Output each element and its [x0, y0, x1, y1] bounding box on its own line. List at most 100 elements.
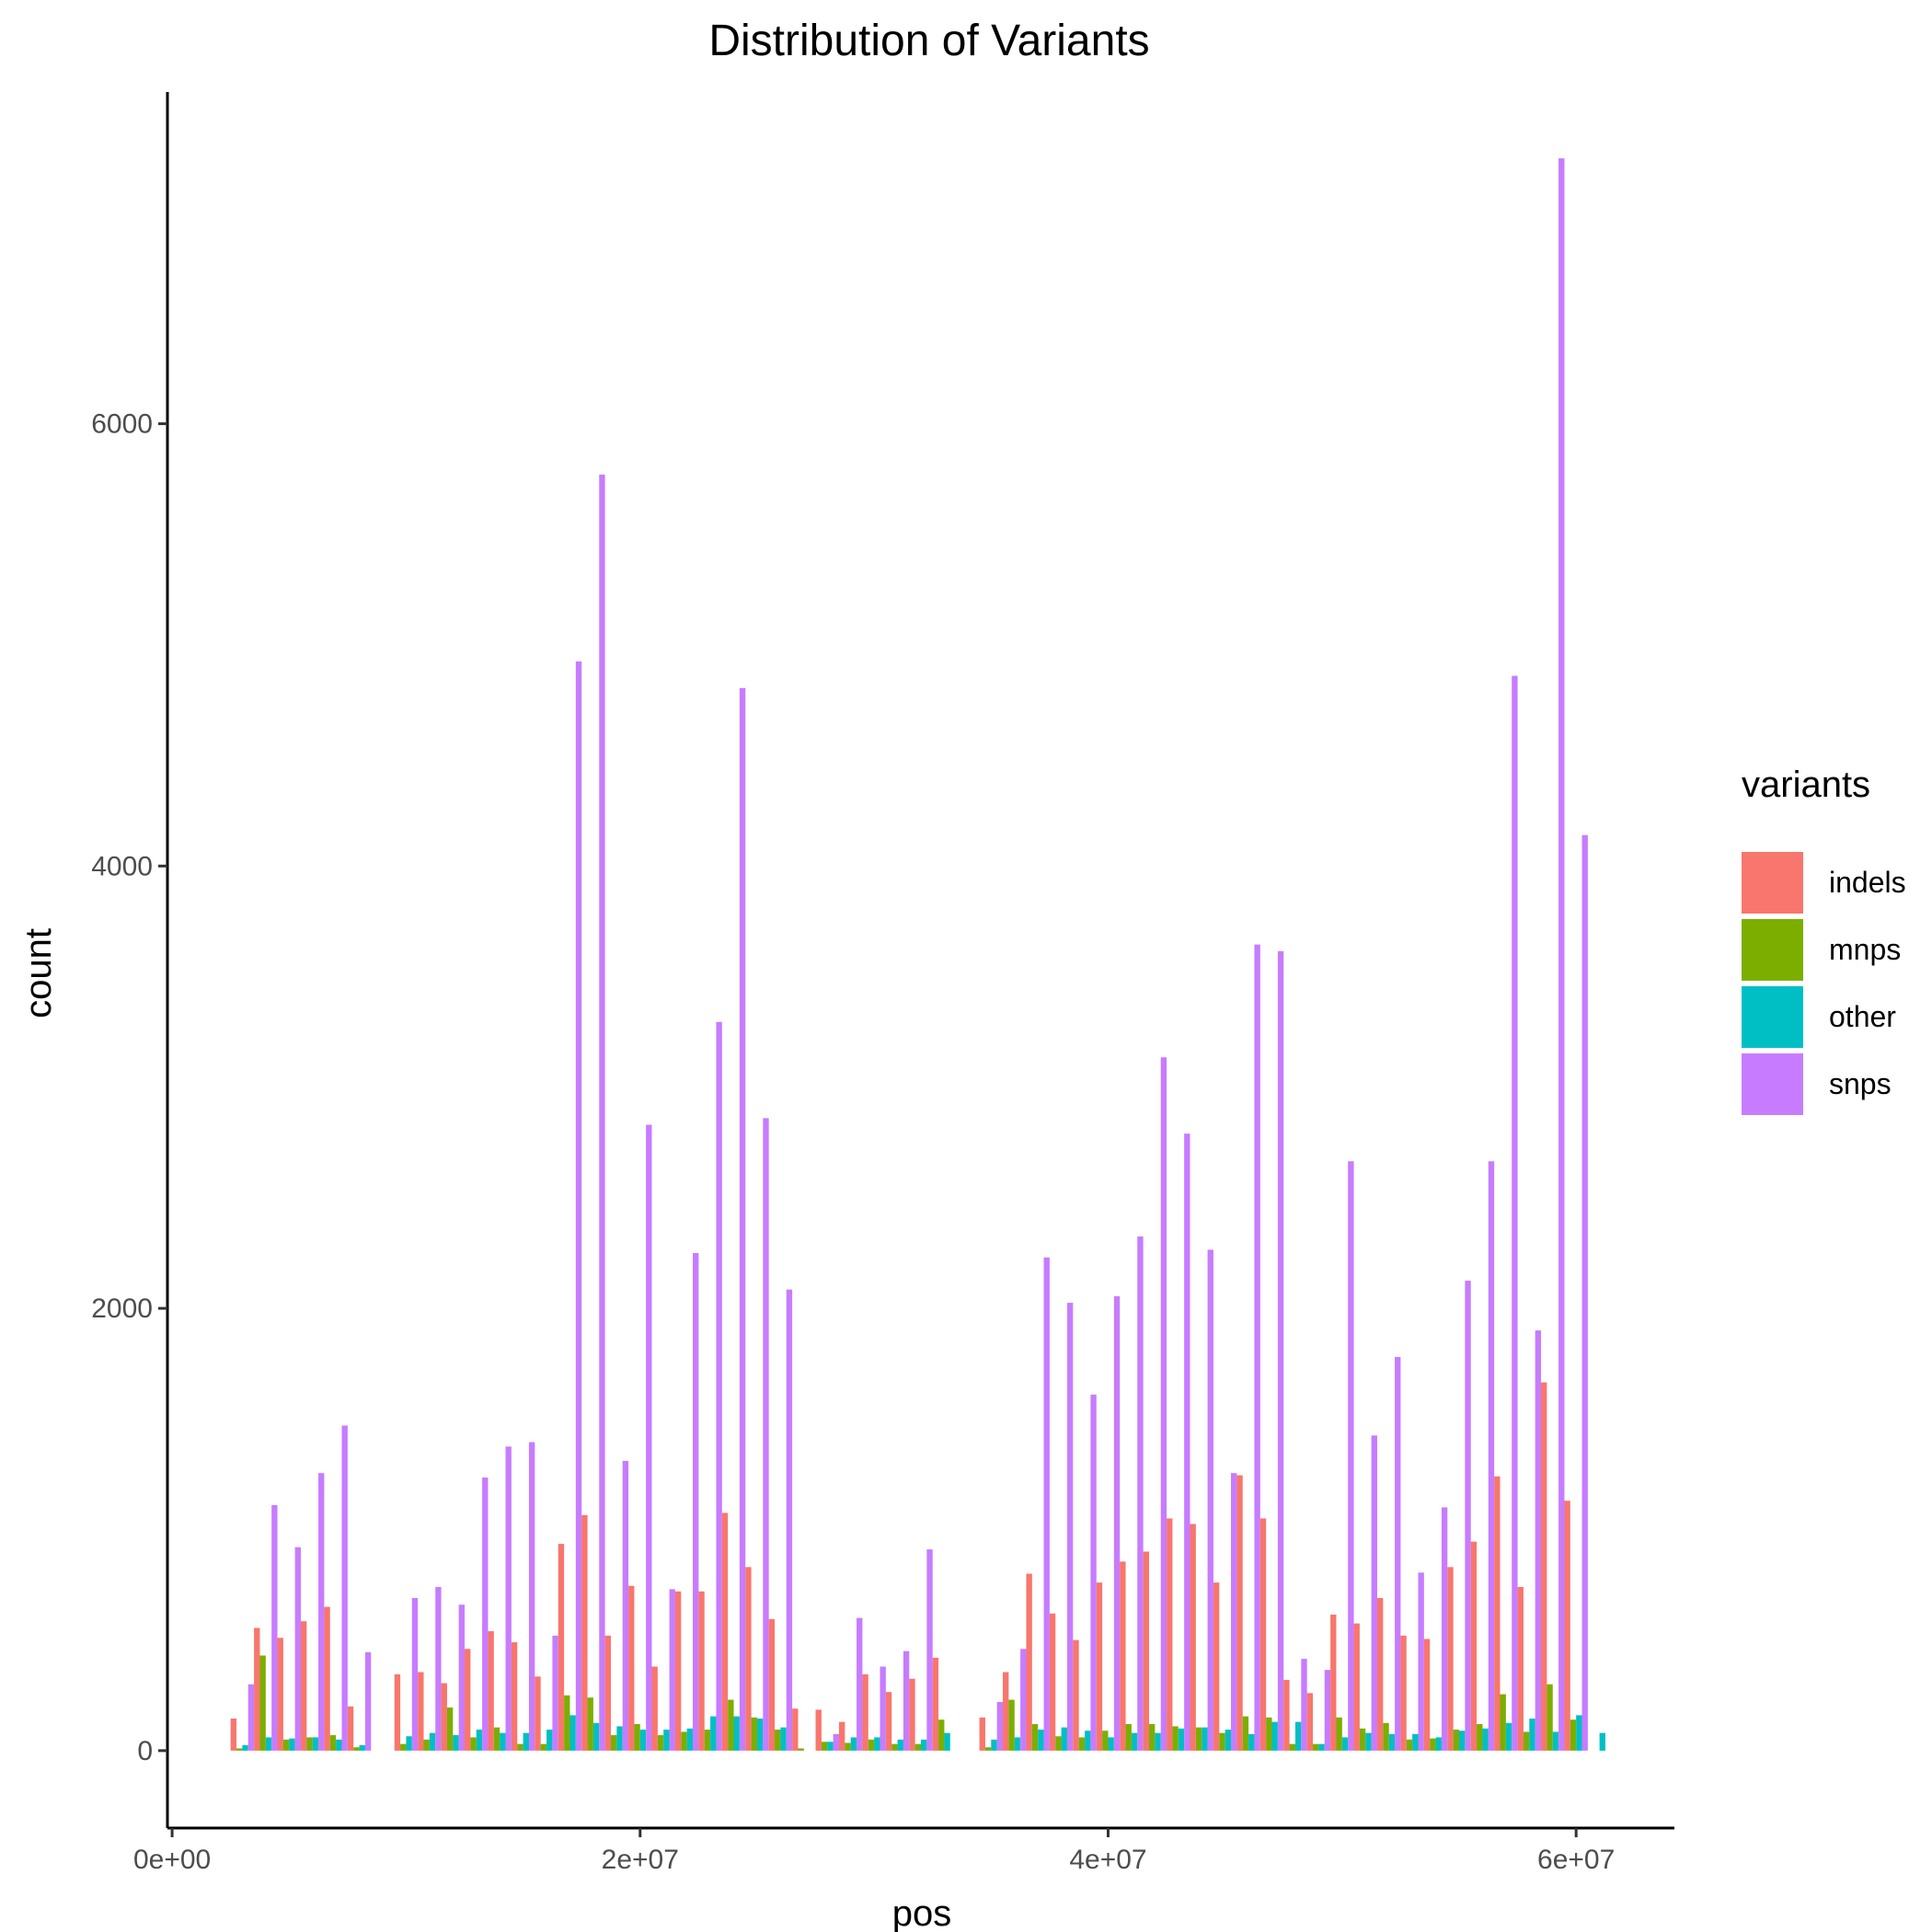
- bar-indels: [698, 1591, 705, 1751]
- bar-snps: [341, 1425, 348, 1751]
- bar-indels: [1167, 1518, 1173, 1751]
- bar-mnps: [1289, 1743, 1295, 1751]
- legend-title: variants: [1742, 765, 1870, 805]
- bar-other: [1271, 1721, 1278, 1751]
- bar-other: [1341, 1737, 1349, 1751]
- bar-mnps: [353, 1747, 360, 1751]
- bar-snps: [1418, 1572, 1424, 1751]
- y-tick-label: 6000: [91, 409, 153, 440]
- bar-snps: [505, 1446, 512, 1751]
- bar-snps: [1558, 158, 1565, 1751]
- bar-mnps: [1219, 1732, 1225, 1751]
- bar-indels: [1353, 1623, 1360, 1751]
- bar-snps: [1090, 1394, 1097, 1751]
- bar-other: [1318, 1743, 1325, 1751]
- bar-snps: [1395, 1356, 1401, 1751]
- bar-other: [710, 1716, 717, 1751]
- bar-other: [639, 1730, 647, 1751]
- bar-snps: [1113, 1295, 1121, 1751]
- legend-label-snps: snps: [1829, 1067, 1892, 1100]
- bar-indels: [1073, 1639, 1079, 1751]
- bar-snps: [528, 1442, 535, 1751]
- bar-snps: [1535, 1330, 1542, 1751]
- bar-snps: [575, 661, 582, 1751]
- bar-indels: [792, 1708, 799, 1751]
- legend-label-other: other: [1829, 1000, 1896, 1033]
- bar-mnps: [984, 1747, 992, 1751]
- bar-indels: [1423, 1639, 1431, 1751]
- bar-mnps: [282, 1739, 290, 1751]
- bar-snps: [271, 1505, 278, 1751]
- bar-mnps: [821, 1742, 828, 1751]
- bar-mnps: [1336, 1717, 1342, 1751]
- y-axis-ticks: 0 2000 4000 6000: [91, 409, 167, 1766]
- bar-mnps: [1055, 1736, 1062, 1751]
- bar-other: [1505, 1722, 1512, 1751]
- bar-snps: [552, 1635, 558, 1751]
- bar-mnps: [914, 1743, 921, 1751]
- bar-indels: [979, 1717, 985, 1751]
- bar-other: [569, 1715, 576, 1751]
- bar-snps: [926, 1549, 933, 1751]
- bar-snps: [1254, 944, 1260, 1751]
- bar-snps: [1184, 1133, 1190, 1751]
- y-axis-title: count: [18, 928, 59, 1018]
- bar-indels: [1283, 1679, 1290, 1751]
- legend-key-other: [1742, 986, 1803, 1048]
- bar-other: [500, 1732, 506, 1751]
- bar-mnps: [1406, 1739, 1413, 1751]
- bar-other: [686, 1728, 694, 1751]
- bar-mnps: [493, 1727, 500, 1751]
- bar-other: [429, 1732, 436, 1751]
- bar-indels: [604, 1635, 611, 1751]
- bar-snps: [1371, 1435, 1377, 1751]
- bar-indels: [1494, 1476, 1501, 1751]
- bar-other: [663, 1730, 670, 1751]
- bar-snps: [716, 1021, 722, 1751]
- bar-other: [991, 1739, 997, 1751]
- bar-mnps: [540, 1743, 547, 1751]
- bar-indels: [394, 1673, 401, 1751]
- legend-items: indels mnps other snps: [1742, 852, 1906, 1115]
- bar-snps: [1488, 1161, 1495, 1751]
- bar-indels: [511, 1642, 518, 1751]
- bar-indels: [1259, 1518, 1267, 1751]
- bar-snps: [739, 687, 746, 1751]
- bar-indels: [581, 1514, 588, 1751]
- bar-other: [1061, 1727, 1067, 1751]
- bar-snps: [1324, 1670, 1331, 1751]
- bar-snps: [1066, 1303, 1074, 1751]
- bar-mnps: [728, 1699, 734, 1751]
- bar-indels: [300, 1621, 307, 1751]
- bar-indels: [1213, 1582, 1220, 1751]
- bar-indels: [1400, 1635, 1407, 1751]
- bar-other: [359, 1744, 365, 1751]
- bar-indels: [1190, 1524, 1196, 1751]
- bar-other: [1365, 1732, 1372, 1751]
- bar-snps: [1441, 1507, 1448, 1751]
- bar-mnps: [1148, 1724, 1156, 1751]
- bar-snps: [458, 1604, 466, 1751]
- x-axis-ticks: 0e+00 2e+07 4e+07 6e+07: [133, 1828, 1615, 1875]
- bar-indels: [745, 1567, 752, 1751]
- bar-mnps: [1242, 1716, 1249, 1751]
- bar-snps: [1465, 1281, 1471, 1751]
- bar-mnps: [1453, 1730, 1459, 1751]
- bar-snps: [435, 1586, 442, 1751]
- bar-other: [1038, 1730, 1044, 1751]
- bar-snps: [693, 1253, 699, 1751]
- bar-other: [1085, 1731, 1091, 1751]
- bar-indels: [1236, 1475, 1243, 1751]
- bar-indels: [932, 1657, 939, 1751]
- bar-mnps: [1078, 1737, 1086, 1751]
- bar-indels: [909, 1678, 915, 1751]
- bar-other: [850, 1737, 857, 1751]
- bar-mnps: [1359, 1728, 1366, 1751]
- bar-mnps: [1313, 1743, 1319, 1751]
- bar-snps: [1348, 1161, 1354, 1751]
- bar-mnps: [891, 1743, 898, 1751]
- x-tick-label: 2e+07: [602, 1845, 679, 1875]
